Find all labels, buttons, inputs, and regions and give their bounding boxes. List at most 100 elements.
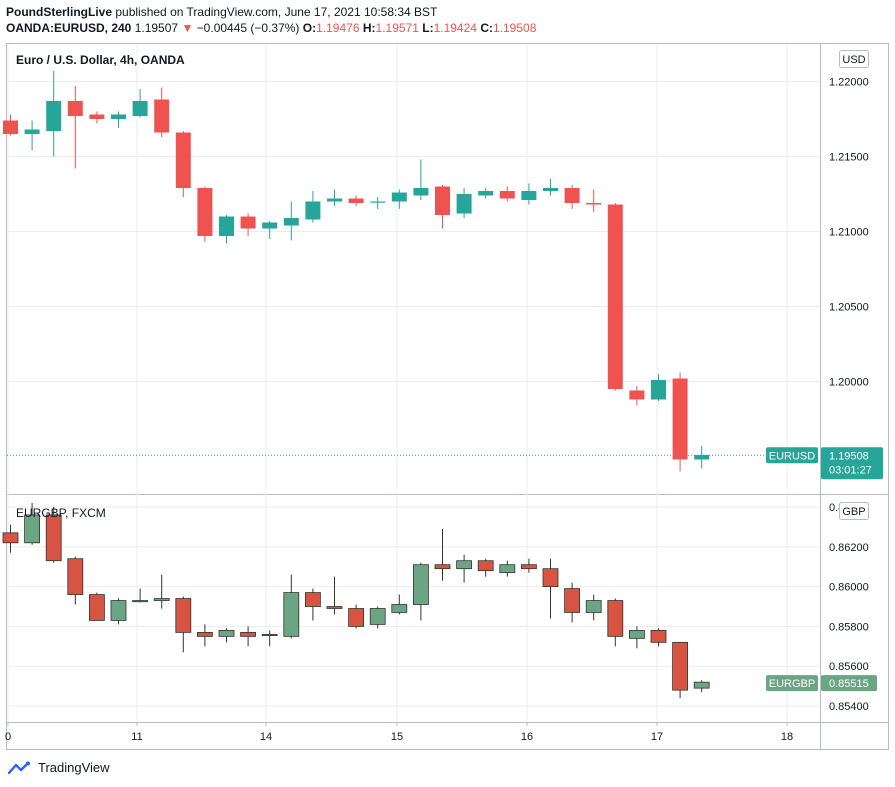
low-value: 1.19424 — [433, 21, 477, 35]
eurgbp-candle-body — [24, 514, 41, 544]
x-tick-label: 0 — [5, 731, 11, 743]
usd-currency-label: USD — [842, 54, 865, 66]
change-value: −0.00445 (−0.37%) — [196, 21, 300, 35]
y-tick-label: 1.20500 — [829, 302, 869, 314]
eurusd-candle-body — [283, 218, 299, 226]
gbp-pane-title: EURGBP, FXCM — [16, 506, 106, 520]
eurusd-candle-body — [456, 194, 472, 214]
eurgbp-candle-body — [456, 560, 473, 570]
eurusd-candle-body — [219, 216, 234, 236]
eurusd-candle-body — [629, 390, 645, 400]
usd-pane-title: Euro / U.S. Dollar, 4h, OANDA — [16, 53, 185, 67]
eurgbp-candle-body — [477, 560, 494, 572]
eurusd-candle-body — [3, 120, 18, 134]
eurgbp-candle-body — [564, 588, 580, 613]
eurgbp-candle-body — [2, 532, 19, 544]
gbp-currency-badge[interactable] — [839, 502, 869, 520]
eurusd-price-tag — [821, 447, 883, 480]
eurgbp-candle-body — [283, 592, 300, 637]
eurusd-candle-body — [607, 204, 623, 389]
eurusd-candle-body — [175, 132, 191, 188]
eurusd-candle-body — [543, 188, 558, 191]
eurusd-candle-body — [305, 201, 321, 220]
eurgbp-candle-body — [369, 608, 386, 625]
high-label: H: — [362, 21, 376, 35]
eurusd-candle-body — [521, 191, 537, 200]
down-arrow-icon: ▼ — [181, 21, 194, 35]
eurusd-symbol-tag — [766, 447, 818, 464]
y-tick-label: 1.22000 — [829, 77, 869, 89]
x-tick-label: 17 — [651, 731, 663, 743]
eurgbp-price-label: 0.85515 — [829, 678, 869, 690]
open-label: O: — [302, 21, 317, 35]
gbp-currency-label: GBP — [842, 506, 865, 518]
eurusd-countdown-label: 03:01:27 — [829, 464, 872, 476]
symbol-name: OANDA:EURUSD, 240 — [6, 21, 132, 35]
eurusd-candle-body — [24, 129, 40, 134]
eurgbp-candle-body — [326, 606, 343, 609]
eurusd-candle-body — [67, 101, 83, 116]
eurusd-price-label: 1.19508 — [829, 450, 869, 462]
eurgbp-candle-body — [607, 600, 624, 637]
eurgbp-candle-body — [261, 633, 278, 636]
last-price: 1.19507 — [134, 21, 179, 35]
tradingview-brand-label: TradingView — [38, 760, 110, 775]
close-label: C: — [480, 21, 493, 35]
open-value: 1.19476 — [316, 21, 360, 35]
eurgbp-candle-body — [585, 600, 602, 613]
eurgbp-candle-body — [132, 600, 149, 603]
y-tick-label: 0.85400 — [829, 701, 869, 713]
eurusd-candle-body — [89, 114, 105, 119]
eurusd-candle-body — [327, 198, 342, 202]
eurusd-candle-body — [197, 188, 213, 236]
eurusd-candle-body — [262, 222, 278, 229]
eurusd-candle-body — [672, 378, 688, 460]
eurgbp-candle-body — [348, 608, 365, 627]
eurusd-candle-body — [111, 114, 126, 119]
x-tick-label: 16 — [521, 731, 533, 743]
eurusd-candle-body — [370, 201, 386, 203]
eurgbp-candle-body — [175, 598, 192, 633]
y-tick-label: 0.86200 — [829, 542, 869, 554]
y-tick-label: 0.85600 — [829, 661, 869, 673]
eurusd-symbol-label: EURUSD — [769, 450, 816, 462]
eurusd-candle-body — [694, 455, 710, 460]
eurusd-candle-body — [499, 191, 515, 199]
eurgbp-candle-body — [412, 564, 429, 605]
author-name[interactable]: PoundSterlingLive — [6, 5, 113, 19]
eurgbp-candle-body — [521, 564, 537, 570]
close-value: 1.19508 — [492, 21, 537, 35]
chart-frame — [6, 43, 889, 750]
eurusd-candle-body — [413, 188, 429, 196]
eurgbp-candle-body — [629, 630, 645, 639]
y-tick-label: 0.86000 — [829, 582, 869, 594]
high-value: 1.19571 — [375, 21, 419, 35]
usd-currency-badge[interactable] — [839, 50, 869, 68]
eurgbp-symbol-tag — [766, 675, 818, 692]
tradingview-brand[interactable]: TradingView — [8, 760, 110, 775]
eurusd-candle-body — [154, 99, 170, 133]
eurusd-candle-body — [651, 380, 666, 400]
eurgbp-candle-body — [196, 631, 213, 637]
eurgbp-candle-body — [499, 564, 516, 574]
eurgbp-candle-body — [45, 514, 62, 562]
eurusd-candle-body — [586, 203, 602, 205]
low-label: L: — [422, 21, 434, 35]
eurusd-candle-body — [391, 192, 407, 202]
eurgbp-candle-body — [434, 564, 451, 570]
y-tick-label: 1.20000 — [829, 377, 869, 389]
eurgbp-candle-body — [650, 630, 667, 643]
x-tick-label: 15 — [391, 731, 403, 743]
publisher-line: PoundSterlingLive published on TradingVi… — [6, 5, 437, 19]
eurusd-candle-body — [435, 186, 450, 215]
x-tick-label: 18 — [781, 731, 793, 743]
y-tick-label: 1.21000 — [829, 227, 869, 239]
eurusd-candle-body — [478, 191, 494, 196]
eurgbp-candle-body — [110, 600, 127, 621]
eurgbp-symbol-label: EURGBP — [769, 678, 815, 690]
eurgbp-candle-body — [304, 592, 321, 607]
eurusd-candle-body — [46, 101, 62, 131]
eurgbp-candle-body — [218, 630, 235, 637]
eurgbp-candle-body — [240, 631, 257, 637]
